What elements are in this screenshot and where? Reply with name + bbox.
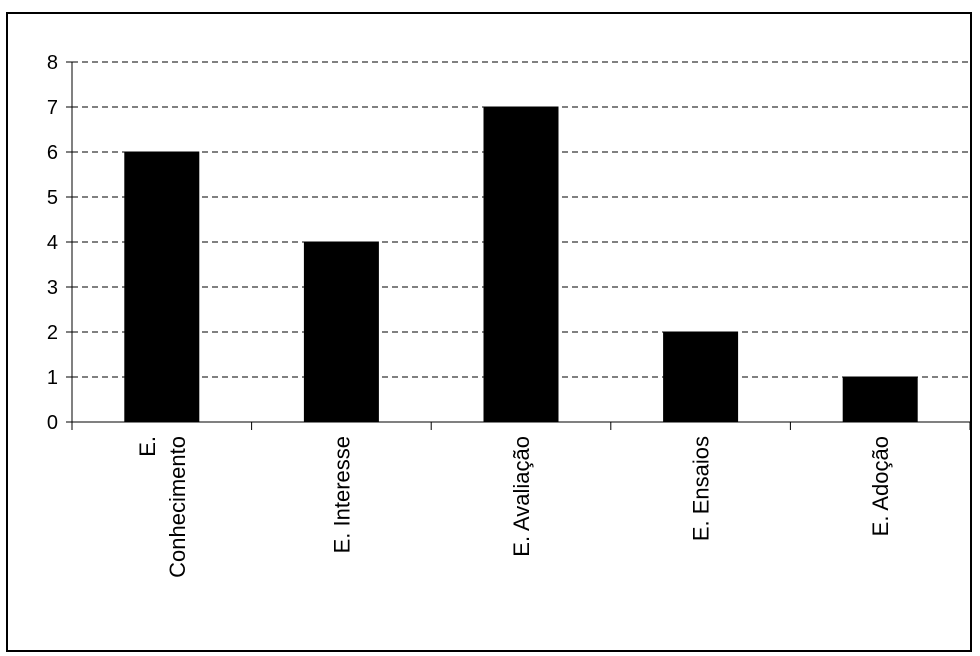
y-tick-label: 6	[47, 142, 58, 164]
bar	[842, 376, 918, 423]
x-tick-label: E. Avaliação	[509, 436, 534, 557]
y-tick-label: 4	[47, 232, 58, 254]
x-tick-label: E.	[135, 436, 160, 457]
bar	[483, 106, 559, 423]
bar	[663, 331, 739, 423]
y-tick-label: 3	[47, 277, 58, 299]
x-tick-label: E. Adoção	[868, 436, 893, 536]
y-tick-label: 0	[47, 412, 58, 434]
x-tick-label: E. Ensaios	[689, 436, 714, 541]
x-tick-label: E. Interesse	[329, 436, 354, 553]
x-tick-label: Conhecimento	[165, 436, 190, 578]
y-tick-label: 2	[47, 322, 58, 344]
y-tick-label: 7	[47, 97, 58, 119]
y-tick-label: 8	[47, 52, 58, 74]
bar	[303, 241, 379, 423]
y-tick-label: 1	[47, 367, 58, 389]
y-tick-label: 5	[47, 187, 58, 209]
bar	[124, 151, 200, 423]
